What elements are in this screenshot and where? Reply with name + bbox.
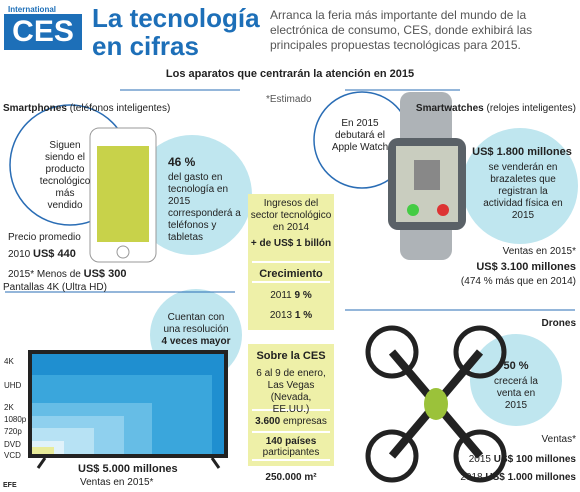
logo-small: International <box>8 5 57 14</box>
heading: Drones <box>541 318 576 329</box>
stat-value: US$ 1.800 millones <box>472 146 572 158</box>
logo-box <box>4 14 82 50</box>
watch-icon <box>437 204 449 216</box>
stat-text: crecerá la venta en 2015 <box>494 376 538 411</box>
ces-label: participantes <box>262 447 320 458</box>
resolution: 720p <box>4 427 22 436</box>
section-heading: Smartwatches (relojes inteligentes) <box>380 103 576 115</box>
sales-value: US$ 3.100 millones <box>476 261 576 273</box>
watch-icon <box>407 204 419 216</box>
year: 2010 <box>8 249 31 260</box>
title: en cifras <box>92 31 199 61</box>
growth-value: 9 % <box>294 290 312 301</box>
resolution: VCD <box>4 451 21 460</box>
intro: Arranca la feria más importante del mund… <box>270 8 533 52</box>
sales-note: (474 % más que en 2014) <box>460 276 576 287</box>
sales-value: US$ 1.000 millones <box>485 472 576 483</box>
tv-stand <box>210 457 221 469</box>
bubble <box>132 135 252 255</box>
ces-value: 140 países <box>265 436 317 447</box>
ces-value: 250.000 m² <box>265 472 317 483</box>
resolution: 4K <box>4 357 14 366</box>
tv-stand <box>36 457 47 469</box>
ces-value: 3.600 <box>255 416 281 427</box>
sales-label: Ventas en 2015* <box>502 246 576 257</box>
logo: CES <box>12 15 74 48</box>
price-label: 2015* Menos de <box>8 269 81 280</box>
sales-label: Ventas* <box>541 434 576 445</box>
stat-text: del gasto en tecnología en 2015 correspo… <box>168 172 241 243</box>
heading: Pantallas 4K (Ultra HD) <box>3 282 107 293</box>
phone-screen <box>97 146 149 242</box>
bubble-text: Cuentan con una resolución <box>163 312 229 335</box>
sales-label: Ventas en 2015* <box>80 477 154 488</box>
ces-label: empresas <box>282 416 327 427</box>
ces-title: Sobre la CES <box>256 350 326 362</box>
price: US$ 440 <box>33 248 76 260</box>
bubble <box>470 334 562 426</box>
bubble-text: Siguen siendo el producto tecnológico má… <box>39 140 91 211</box>
note: *Estimado <box>266 94 312 105</box>
price-label: Precio promedio <box>8 232 81 243</box>
sector-value: + de US$ 1 billón <box>250 238 332 249</box>
drone-rotors <box>365 325 507 483</box>
stat-text: se venderán en brazaletes que registran … <box>483 162 563 221</box>
sales-value: US$ 5.000 millones <box>78 463 178 475</box>
growth-value: 1 % <box>294 310 313 321</box>
price: US$ 300 <box>83 268 127 280</box>
sales-value: US$ 100 millones <box>493 454 576 465</box>
resolution: 2K <box>4 403 14 412</box>
resolution: 1080p <box>4 415 27 424</box>
heading: Smartphones <box>3 103 67 114</box>
bubble-bold: 4 veces mayor <box>161 336 231 347</box>
title: La tecnología <box>92 3 260 33</box>
ces-dates: 6 al 9 de enero, Las Vegas (Nevada, EE.U… <box>256 368 326 415</box>
resolution: DVD <box>4 440 21 449</box>
bubble-text: En 2015 debutará el Apple Watch <box>331 118 389 153</box>
year: 2011 <box>270 290 292 301</box>
subtitle: Los aparatos que centrarán la atención e… <box>165 68 415 80</box>
phone-button <box>116 245 130 259</box>
growth-title: Crecimiento <box>259 268 323 280</box>
stat-value: 50 % <box>503 360 529 372</box>
year: 2015 <box>468 454 491 465</box>
heading-note: (teléfonos inteligentes) <box>69 103 171 114</box>
stat-value: 46 % <box>168 155 196 169</box>
year: 2013 <box>269 310 293 321</box>
tv-layer <box>32 447 54 454</box>
resolution: UHD <box>4 381 22 390</box>
credit: EFE <box>3 482 17 489</box>
sector-text: Ingresos del sector tecnológico en 2014 <box>250 198 332 233</box>
bubble <box>462 128 578 244</box>
heading-note: (relojes inteligentes) <box>486 103 577 114</box>
watch-icon <box>414 160 440 190</box>
drone-body <box>424 388 448 420</box>
year: 2018 <box>460 472 483 483</box>
heading: Smartwatches <box>415 103 484 114</box>
section-heading: Smartphones (teléfonos inteligentes) <box>3 103 170 115</box>
ces-box <box>248 344 334 466</box>
